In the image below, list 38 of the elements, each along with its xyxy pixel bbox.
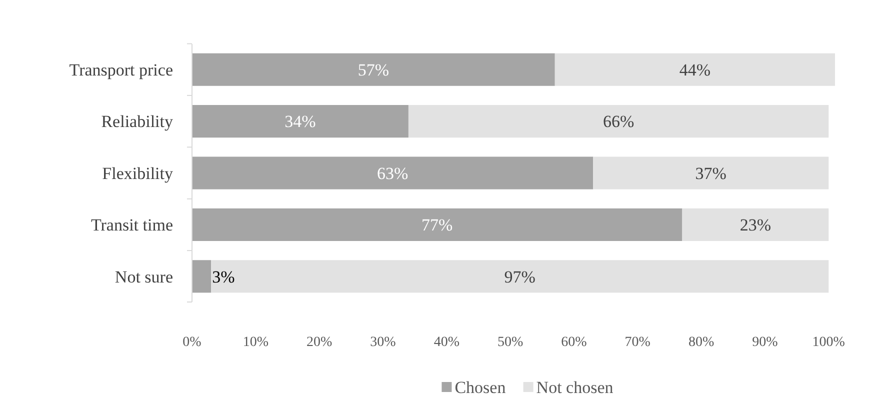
bar xyxy=(192,260,212,293)
y-tick-label: Transport price xyxy=(69,60,173,80)
data-label: 34% xyxy=(284,112,316,132)
bar xyxy=(192,156,594,190)
bar xyxy=(593,156,829,190)
y-tick-label: Not sure xyxy=(114,267,173,286)
bar xyxy=(408,105,829,138)
y-tick-label: Flexibility xyxy=(102,164,174,183)
x-tick-label: 10% xyxy=(242,334,269,350)
x-tick-label: 100% xyxy=(812,334,846,350)
data-label: 77% xyxy=(422,216,453,235)
data-label: 66% xyxy=(602,112,634,132)
data-label: 37% xyxy=(695,164,726,183)
y-tick-label: Transit time xyxy=(90,216,173,235)
bar xyxy=(192,53,555,86)
y-tick-label: Reliability xyxy=(101,112,174,132)
x-tick-label: 40% xyxy=(434,334,460,350)
bar xyxy=(554,53,835,86)
data-label: 44% xyxy=(679,60,711,80)
data-label: 23% xyxy=(740,216,772,235)
x-tick-label: 90% xyxy=(752,334,778,350)
x-tick-label: 60% xyxy=(561,334,588,350)
x-tick-label: 0% xyxy=(182,334,202,350)
data-label: 57% xyxy=(358,60,390,80)
bar xyxy=(192,208,682,241)
data-label: 63% xyxy=(376,164,408,183)
bar xyxy=(211,260,829,293)
bar xyxy=(682,208,829,241)
x-tick-label: 50% xyxy=(497,334,524,350)
x-tick-label: 30% xyxy=(370,334,396,350)
bar xyxy=(192,105,408,138)
x-tick-label: 70% xyxy=(624,334,651,350)
data-label: 3% xyxy=(212,267,235,286)
x-tick-label: 20% xyxy=(306,334,332,350)
x-tick-label: 80% xyxy=(688,334,714,350)
legend-label: Chosen xyxy=(454,378,506,397)
legend-label: Not chosen xyxy=(536,378,614,397)
data-label: 97% xyxy=(504,267,536,286)
